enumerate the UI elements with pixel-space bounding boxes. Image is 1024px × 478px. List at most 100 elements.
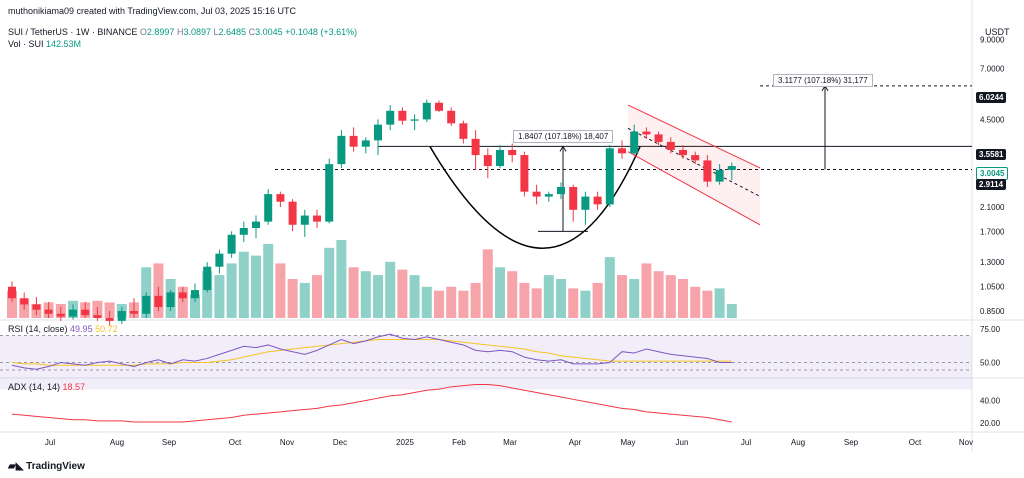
volume-bar [641,263,652,318]
candle-body [642,131,651,135]
candle-body [532,191,541,197]
volume-label: Vol · SUI [8,39,44,49]
symbol-name[interactable]: SUI / TetherUS · 1W · BINANCE [8,27,138,37]
cup-curve [429,146,641,249]
candle-body [191,290,199,299]
candle-body [471,138,480,156]
rsi-label: RSI (14, close) [8,324,68,334]
time-tick-label: Sep [844,438,859,447]
candle-body [361,140,370,147]
candle-body [154,295,163,308]
candle-body [239,228,248,235]
time-tick-label: Sep [162,438,177,447]
candle-body [410,119,419,121]
volume-bar [568,288,579,318]
channel-mid-line [627,127,761,197]
candle-body [130,311,138,314]
volume-bar [287,279,298,318]
volume-bar [604,257,615,318]
candle-body [178,292,187,299]
candle-body [727,166,736,170]
volume-bar [348,267,359,318]
time-tick-label: Mar [503,438,517,447]
rsi-value: 49.95 [70,324,93,334]
candle-body [325,164,334,222]
adx-line [11,384,732,423]
candle-body [386,110,395,125]
currency-label[interactable]: USDT [985,27,1010,37]
price-tick-label: 4.5000 [980,115,1005,124]
candle-body [398,110,407,121]
volume-header[interactable]: Vol · SUI 142.53M [8,39,81,49]
tradingview-logo[interactable]: ▰◣ TradingView [8,461,85,472]
ohlc-high: 3.0897 [183,27,211,37]
candle-body [56,313,65,317]
time-tick-label: Nov [959,438,973,447]
candle-body [374,124,382,141]
candle-body [459,123,468,139]
candle-body [8,286,16,299]
volume-bar [214,275,225,318]
time-tick-label: Aug [110,438,124,447]
volume-bar [495,267,505,318]
candle-body [569,186,578,210]
volume-bar [190,294,200,318]
candle-body [691,155,700,161]
candle-body [605,148,614,205]
volume-bar [421,286,432,318]
candle-body [20,298,29,305]
price-tick-label: 7.0000 [980,65,1005,74]
candle-body [715,169,724,182]
volume-bar [519,282,530,318]
volume-bar [678,279,688,318]
candle-body [703,160,712,182]
volume-bar [702,290,713,318]
ohlc-close: 3.0045 [255,27,283,37]
rsi-tick-label: 75.00 [980,325,1001,334]
candle-body [215,253,224,267]
volume-bar [714,288,725,318]
time-tick-label: 2025 [396,438,414,447]
grid [0,0,1024,452]
volume-bar [482,249,493,318]
volume-bar [202,271,213,318]
adx-tick-label: 40.00 [980,396,1001,405]
volume-bar [275,263,286,318]
price-tag-target: 6.0244 [976,92,1007,103]
candle-body [483,155,492,167]
volume-bar [434,290,444,318]
volume-bar [653,271,664,318]
volume-bar [543,275,554,318]
time-tick-label: Oct [229,438,242,447]
volume-bar [409,275,420,318]
candle-body [203,266,212,291]
candle-body [581,196,590,210]
candle-body [679,149,687,156]
candle-body [32,304,41,310]
volume-bar [617,275,627,318]
rsi-line [11,333,732,370]
candle-body [276,194,285,202]
adx-pane: 40.00 20.00 [11,384,1001,428]
volume-bar [104,302,115,318]
candle-body [337,135,346,165]
candle-body [508,149,517,156]
volume-bar [592,282,603,318]
candle-body [654,134,663,142]
price-tick-label: 1.0500 [980,283,1005,292]
ohlc-change: +0.1048 (+3.61%) [285,27,358,37]
volume-bar [446,286,457,318]
candle-body [227,234,236,254]
volume-bar [470,282,481,318]
time-tick-label: Aug [791,438,805,447]
rsi-ma-value: 50.72 [95,324,118,334]
adx-header[interactable]: ADX (14, 14) 18.57 [8,382,85,392]
symbol-header[interactable]: SUI / TetherUS · 1W · BINANCE O2.8997 H3… [8,27,358,37]
volume-bar [580,290,591,318]
candle-body [166,292,175,308]
time-tick-label: May [620,438,635,447]
price-tick-label: 1.7000 [980,227,1005,236]
candle-body [264,194,273,222]
rsi-header[interactable]: RSI (14, close) 49.95 50.72 [8,324,118,334]
adx-value: 18.57 [62,382,86,392]
